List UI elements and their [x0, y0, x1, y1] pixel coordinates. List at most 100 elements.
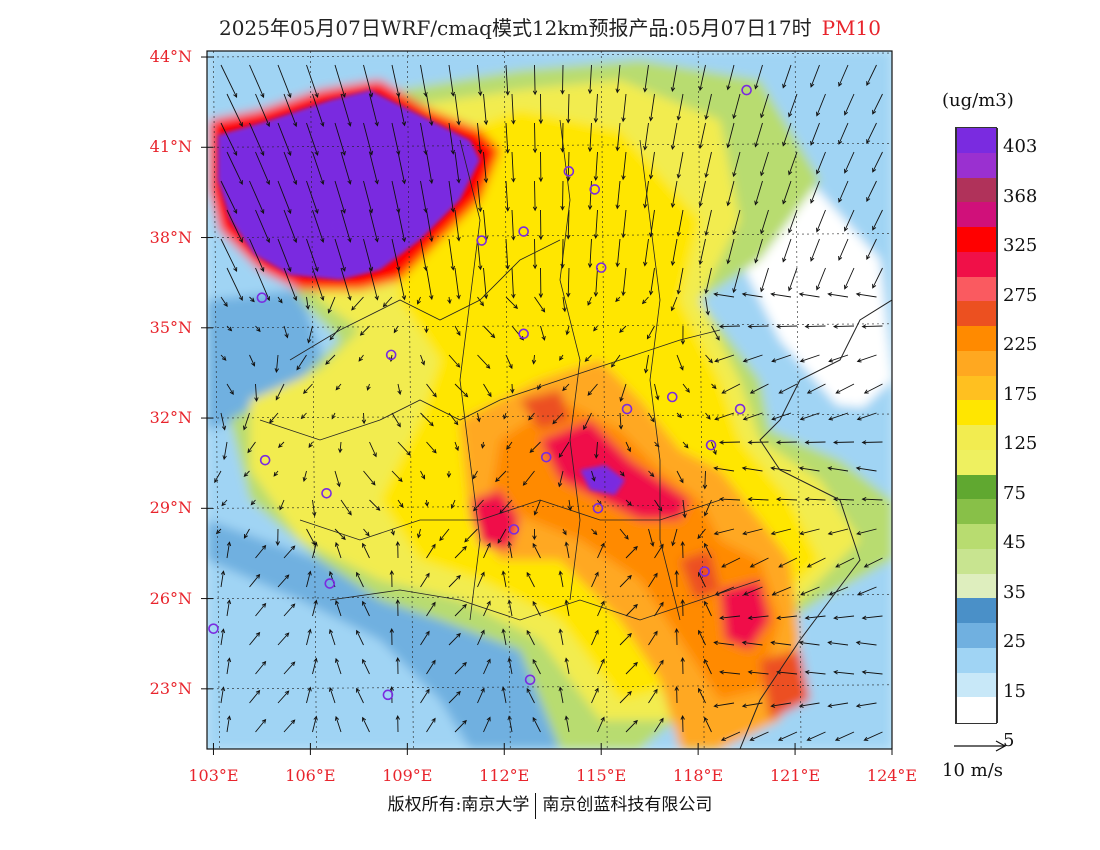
wind-arrow [816, 93, 826, 117]
wind-arrow [275, 528, 280, 546]
wind-arrow [312, 541, 318, 559]
wind-arrow [834, 731, 855, 741]
city-marker [734, 403, 746, 415]
wind-arrow [591, 528, 598, 536]
wind-arrow [704, 151, 712, 179]
lon-gridline [697, 51, 705, 749]
wind-arrow [340, 151, 352, 185]
wind-arrow [615, 64, 621, 94]
wind-arrow [483, 542, 491, 559]
wind-arrow [810, 64, 820, 88]
wind-arrow [798, 292, 820, 298]
wind-arrow [698, 238, 706, 266]
copyright-footer: 版权所有:南京大学 南京创蓝科技有限公司 [0, 790, 1100, 819]
wind-arrow [713, 466, 735, 472]
wind-arrow [538, 267, 544, 299]
wind-arrow [760, 209, 769, 235]
wind-arrow [420, 688, 430, 704]
wind-arrow [426, 659, 436, 675]
wind-arrow [558, 570, 564, 588]
wind-arrow [531, 354, 537, 365]
wind-arrow [828, 354, 849, 363]
city-marker [324, 578, 336, 589]
wind-arrow [334, 238, 346, 272]
wind-arrow [426, 93, 434, 127]
colorbar-swatch [956, 499, 998, 525]
wind-arrow [507, 541, 513, 559]
wind-arrow [702, 470, 708, 490]
wind-arrow [872, 209, 883, 231]
wind-arrow [861, 496, 883, 502]
wind-arrow [249, 238, 265, 273]
wind-arrow [454, 93, 461, 126]
wind-arrow [226, 267, 243, 301]
wind-arrow [760, 93, 769, 119]
wind-arrow [454, 719, 467, 733]
wind-arrow [798, 466, 820, 472]
wind-arrow [806, 383, 826, 394]
wind-arrow [861, 615, 883, 621]
wind-arrow [274, 354, 279, 373]
wind-arrow [497, 528, 507, 544]
wind-arrow [827, 466, 849, 472]
wind-arrow [277, 296, 283, 304]
wind-arrow [416, 528, 422, 539]
colorbar-label: 15 [1003, 680, 1026, 702]
wind-arrow [625, 603, 638, 617]
lat-label: 44°N [149, 47, 192, 67]
wind-arrow [255, 267, 270, 302]
wind-arrow [804, 440, 826, 445]
wind-arrow [872, 93, 883, 115]
wind-arrow [522, 470, 535, 486]
lon-label: 112°E [479, 766, 530, 785]
wind-arrow [615, 122, 621, 152]
wind-arrow [621, 93, 627, 123]
wind-arrow [397, 441, 411, 456]
wind-arrow [798, 640, 820, 646]
wind-arrow [806, 557, 826, 568]
wind-arrow [619, 325, 627, 334]
wind-arrow [308, 441, 313, 449]
colorbar-swatch [956, 548, 998, 574]
wind-arrow [782, 180, 792, 205]
wind-arrow [538, 151, 544, 183]
wind-arrow [334, 64, 346, 98]
wind-arrow [226, 151, 243, 185]
wind-arrow [749, 557, 769, 568]
wind-arrow [395, 599, 400, 617]
wind-arrow [507, 599, 513, 617]
wind-arrow [334, 470, 341, 488]
wind-arrow [625, 441, 631, 453]
wind-arrow [866, 238, 877, 260]
title-text: 2025年05月07日WRF/cmaq模式12km预报产品:05月07日17时 [219, 16, 812, 40]
wind-arrow [363, 470, 376, 486]
lat-gridline [207, 233, 892, 238]
copyright-left: 版权所有:南京大学 [387, 795, 530, 815]
wind-arrow [328, 628, 336, 646]
wind-arrow [676, 267, 684, 295]
wind-arrow [283, 603, 296, 617]
wind-arrow [619, 574, 632, 588]
wind-arrow [397, 93, 407, 127]
wind-arrow [277, 632, 290, 646]
wind-arrow [448, 354, 461, 368]
wind-arrow [477, 64, 483, 97]
wind-arrow [483, 716, 491, 733]
wind-arrow [726, 238, 735, 265]
wind-arrow [426, 209, 434, 243]
wind-arrow [562, 296, 567, 313]
wind-arrow [611, 354, 621, 368]
wind-arrow [732, 267, 741, 294]
wind-arrow [532, 64, 538, 96]
wind-arrow [249, 354, 256, 367]
colorbar-swatch [956, 202, 998, 228]
city-marker [382, 689, 394, 701]
wind-arrow [477, 122, 483, 155]
wind-arrow [856, 528, 877, 536]
colorbar-swatch [956, 251, 998, 277]
axis-ticks [201, 56, 893, 755]
wind-arrow [562, 383, 570, 392]
wind-arrow [277, 64, 292, 99]
wind-arrow [643, 64, 649, 93]
wind-arrow [454, 151, 461, 184]
